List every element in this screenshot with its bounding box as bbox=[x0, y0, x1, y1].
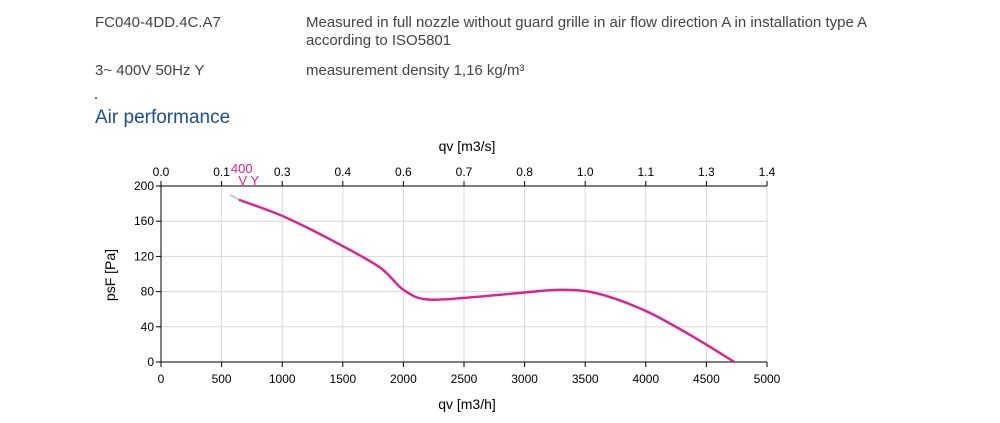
x2-tick-label: 0.4 bbox=[334, 165, 351, 179]
x-tick-label: 2000 bbox=[390, 372, 417, 386]
measurement-conditions: Measured in full nozzle without guard gr… bbox=[306, 14, 867, 49]
x2-tick-label: 0.1 bbox=[213, 165, 230, 179]
y-tick-label: 200 bbox=[134, 179, 154, 193]
curve-label-voltage: 400 bbox=[231, 161, 253, 176]
x-tick-label: 1500 bbox=[329, 372, 356, 386]
measurement-density: measurement density 1,16 kg/m³ bbox=[306, 62, 525, 79]
x-tick-label: 500 bbox=[212, 372, 232, 386]
performance-curve bbox=[238, 198, 736, 364]
x2-tick-label: 0.6 bbox=[395, 165, 412, 179]
y-tick-label: 120 bbox=[134, 249, 154, 263]
curve-label-connection: V Y bbox=[238, 173, 259, 188]
curve-stub bbox=[229, 193, 241, 201]
separator-dot bbox=[95, 97, 97, 99]
x2-tick-label: 1.4 bbox=[759, 165, 776, 179]
x-tick-label: 3500 bbox=[572, 372, 599, 386]
x-tick-label: 4000 bbox=[632, 372, 659, 386]
x-tick-label: 2500 bbox=[451, 372, 478, 386]
y-tick-label: 40 bbox=[141, 320, 155, 334]
x-axis-label: qv [m3/h] bbox=[438, 396, 496, 412]
x-tick-label: 4500 bbox=[693, 372, 720, 386]
x2-axis-label: qv [m3/s] bbox=[439, 138, 496, 154]
y-axis-label: psF [Pa] bbox=[102, 249, 118, 301]
chart-grid bbox=[160, 185, 768, 363]
fan-model: FC040-4DD.4C.A7 bbox=[95, 14, 221, 31]
x2-tick-label: 1.1 bbox=[637, 165, 654, 179]
x2-tick-label: 1.0 bbox=[577, 165, 594, 179]
x-tick-label: 1000 bbox=[269, 372, 296, 386]
x2-tick-label: 0.8 bbox=[516, 165, 533, 179]
x2-tick-label: 0.0 bbox=[153, 165, 170, 179]
x2-axis-ticks: 0.0 0.1 0.3 0.4 0.6 0.7 0.8 1.0 1.1 1.3 1.4 bbox=[153, 165, 776, 186]
x-axis-ticks: 0 500 1000 1500 2000 2500 3000 3500 4000 4500 5000 bbox=[158, 362, 781, 386]
power-supply: 3~ 400V 50Hz Y bbox=[95, 62, 205, 79]
y-tick-label: 80 bbox=[141, 285, 155, 299]
x-tick-label: 5000 bbox=[754, 372, 781, 386]
x-tick-label: 3000 bbox=[511, 372, 538, 386]
section-title: Air performance bbox=[95, 107, 231, 128]
x2-tick-label: 0.3 bbox=[274, 165, 291, 179]
x2-tick-label: 1.3 bbox=[698, 165, 715, 179]
y-tick-label: 0 bbox=[147, 355, 154, 369]
performance-curves bbox=[229, 193, 736, 364]
x2-tick-label: 0.7 bbox=[456, 165, 473, 179]
x-tick-label: 0 bbox=[158, 372, 165, 386]
y-axis-ticks: 0 40 80 120 160 200 bbox=[134, 179, 161, 369]
y-tick-label: 160 bbox=[134, 214, 154, 228]
